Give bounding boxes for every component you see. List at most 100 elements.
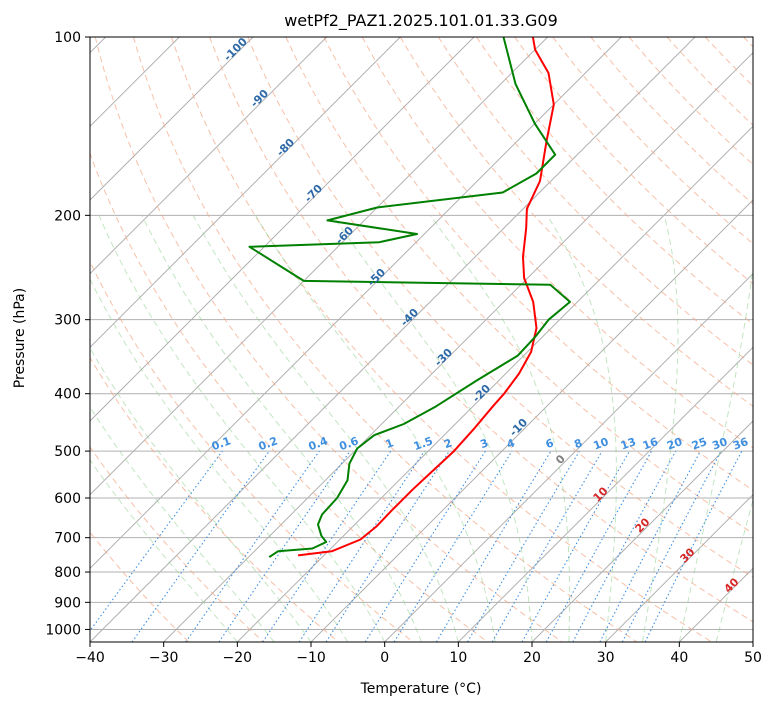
- sounding-line: [248, 37, 571, 558]
- axes: −40 −30 −20 −10 0 10 20 30 40 5010020030040050060…: [45, 30, 762, 666]
- isotherm-line: [90, 37, 475, 422]
- mixing-ratio-line: [90, 450, 223, 632]
- dry-adiabat-line: [361, 37, 753, 449]
- x-tick-label: 10: [449, 650, 467, 666]
- moist-adiabat-line: [90, 406, 275, 642]
- x-tick-label: 40: [670, 650, 688, 666]
- dry-adiabat-line: [90, 152, 488, 642]
- mixing-ratio-label: 25: [690, 435, 709, 452]
- dry-adiabat-line: [590, 37, 753, 205]
- mixing-ratio-label: 13: [619, 435, 638, 452]
- plot-area: -100-90-80-70-60-50-40-30-20-10010203040…: [90, 35, 753, 642]
- y-tick-label: 400: [54, 387, 81, 403]
- dry-adiabat-line: [247, 37, 753, 578]
- x-tick-label: 50: [744, 650, 762, 666]
- isotherm-line: [236, 125, 753, 642]
- mixing-ratio-line: [393, 450, 513, 642]
- isotherm-line: [90, 37, 622, 570]
- moist-adiabat-line: [98, 215, 386, 642]
- isotherm-line: [90, 37, 401, 349]
- dry-adiabat-label: 40: [722, 575, 742, 595]
- dry-adiabat-label: 10: [591, 484, 611, 504]
- mixing-ratio-label: 3: [478, 436, 490, 451]
- dry-adiabat-label: -70: [302, 182, 325, 205]
- dry-adiabat-line: [90, 531, 190, 642]
- dry-adiabat-line: [90, 446, 264, 642]
- mixing-ratio-line: [572, 450, 677, 642]
- mixing-ratio-label: 20: [665, 435, 684, 453]
- mixing-ratio-label: 0.6: [338, 434, 361, 453]
- y-tick-label: 800: [54, 565, 81, 581]
- y-tick-label: 100: [54, 30, 81, 46]
- dry-adiabat-line: [90, 356, 339, 642]
- isotherm-line: [384, 272, 753, 642]
- moist-adiabat-line: [90, 459, 238, 642]
- mixing-ratio-label: 8: [572, 436, 584, 451]
- mixing-ratio-line: [131, 450, 270, 642]
- dry-adiabat-line: [209, 37, 753, 623]
- isotherm-line: [90, 37, 696, 642]
- y-tick-label: 900: [54, 595, 81, 611]
- isotherm-line: [605, 493, 753, 642]
- mixing-ratio-label: 10: [592, 435, 611, 453]
- x-tick-label: −30: [149, 650, 179, 666]
- y-tick-label: 700: [54, 531, 81, 547]
- moist-adiabat-line: [546, 215, 617, 642]
- dry-adiabat-line: [323, 37, 753, 491]
- isotherm-line: [310, 199, 753, 642]
- mixing-ratio-label: 2: [442, 436, 454, 451]
- x-tick-label: 0: [380, 650, 389, 666]
- mixing-ratio-line: [185, 450, 320, 642]
- dry-adiabat-label: 30: [678, 545, 698, 565]
- mixing-ratio-line: [545, 450, 653, 642]
- isotherm-line: [90, 37, 254, 201]
- moist-adiabat-line: [141, 215, 422, 642]
- dry-adiabat-label: -30: [432, 346, 455, 369]
- x-tick-label: 20: [523, 650, 541, 666]
- isotherm-line: [531, 420, 753, 642]
- x-axis-label: Temperature (°C): [360, 681, 482, 697]
- mixing-ratio-line: [262, 450, 392, 642]
- y-tick-label: 200: [54, 208, 81, 224]
- dry-adiabat-label: -90: [248, 87, 271, 110]
- dry-adiabat-line: [399, 37, 753, 407]
- chart-title: wetPf2_PAZ1.2025.101.01.33.G09: [284, 11, 558, 31]
- mixing-ratio-label: 1: [384, 436, 396, 451]
- mixing-ratio-line: [364, 450, 486, 642]
- dry-adiabat-line: [743, 37, 753, 48]
- y-tick-label: 500: [54, 444, 81, 460]
- moist-adiabat-line: [642, 215, 679, 642]
- dry-adiabat-label: -50: [365, 266, 388, 289]
- mixing-ratio-line: [644, 450, 743, 642]
- y-tick-label: 1000: [45, 622, 81, 638]
- mixing-ratio-line: [298, 450, 425, 642]
- moist-adiabat-line: [678, 263, 753, 642]
- isotherm-line: [90, 37, 328, 275]
- mixing-ratio-label: 0.2: [257, 434, 280, 453]
- moist-adiabat-line: [90, 347, 312, 642]
- mixing-ratio-label: 16: [641, 435, 660, 453]
- mixing-ratio-label: 36: [731, 435, 750, 453]
- dry-adiabat-line: [90, 260, 414, 642]
- isotherm-line: [163, 51, 753, 642]
- mixing-ratio-line: [467, 450, 580, 642]
- dry-adiabat-line: [171, 37, 712, 642]
- dry-adiabat-label: -100: [221, 35, 250, 64]
- x-tick-label: 30: [597, 650, 615, 666]
- isotherm-line: [752, 641, 753, 642]
- mixing-ratio-label: 30: [710, 435, 729, 453]
- mixing-ratio-label: 0.4: [307, 434, 330, 453]
- y-axis-label: Pressure (hPa): [12, 288, 28, 388]
- x-tick-label: −10: [296, 650, 326, 666]
- dry-adiabat-line: [285, 37, 753, 535]
- isotherm-line: [457, 346, 753, 642]
- mixing-ratio-line: [599, 450, 701, 642]
- mixing-ratio-label: 0.1: [210, 434, 233, 453]
- y-tick-label: 300: [54, 313, 81, 329]
- mixing-ratio-line: [521, 450, 630, 642]
- plot-frame: [89, 36, 754, 643]
- mixing-ratio-label: 6: [544, 436, 556, 451]
- moist-adiabat-line: [192, 215, 459, 642]
- x-tick-label: −40: [75, 650, 105, 666]
